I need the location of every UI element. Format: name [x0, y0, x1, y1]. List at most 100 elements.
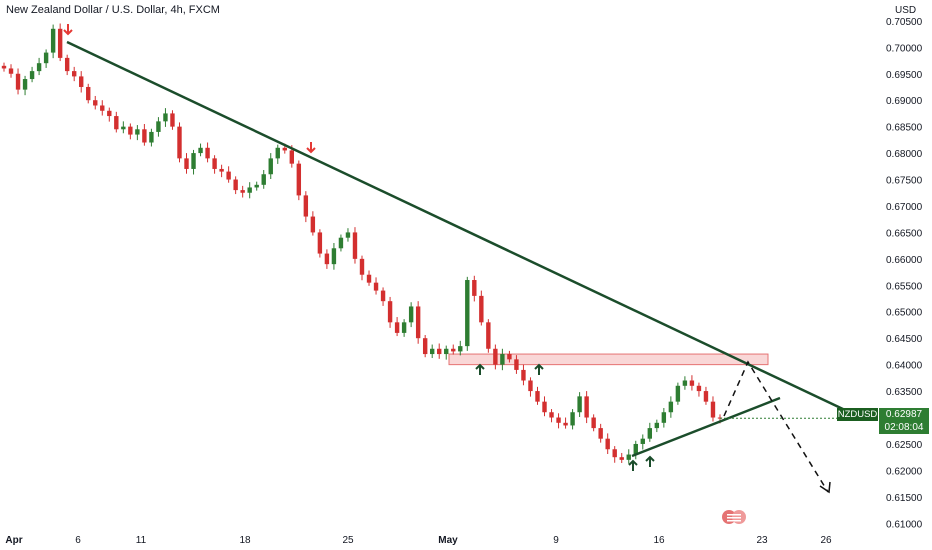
y-tick-label: 0.65500: [886, 281, 923, 292]
candle-body: [1, 65, 7, 69]
candle-body: [135, 129, 140, 135]
candle-body: [598, 428, 603, 439]
candle-body: [324, 253, 330, 265]
candle-body: [212, 158, 217, 169]
candle-body: [50, 28, 56, 53]
y-tick-label: 0.65000: [886, 308, 923, 319]
candle-body: [268, 158, 273, 175]
y-tick-label: 0.66000: [886, 255, 923, 266]
candle-body: [479, 295, 484, 323]
x-tick-label: 18: [239, 535, 251, 546]
candle-body: [142, 129, 147, 143]
candle-body: [633, 443, 638, 455]
candle-body: [401, 322, 407, 333]
currency-label[interactable]: USD: [895, 5, 917, 16]
candle-body: [584, 396, 589, 418]
resistance-zone: [448, 353, 769, 366]
candle-body: [233, 179, 238, 191]
y-tick-label: 0.67500: [886, 176, 923, 187]
price-tag: 0.62987 02:08:04: [879, 408, 929, 434]
candle-body: [352, 232, 358, 259]
candle-body: [563, 422, 568, 426]
candle-body: [240, 190, 245, 193]
candle-body: [317, 232, 323, 254]
y-tick-label: 0.66500: [886, 228, 923, 239]
y-tick-label: 0.69000: [886, 96, 923, 107]
x-tick-label: 23: [756, 535, 768, 546]
candle-body: [647, 428, 653, 439]
x-tick-label: Apr: [5, 535, 22, 546]
candle-body: [29, 71, 35, 80]
candle-body: [107, 110, 112, 117]
candle-body: [451, 348, 456, 352]
up-arrow-icon: [534, 363, 544, 375]
candle-body: [86, 86, 91, 101]
candle-body: [163, 113, 168, 122]
x-tick-label: 26: [820, 535, 832, 546]
candle-body: [366, 274, 372, 283]
down-arrow-icon: [306, 142, 316, 154]
candle-body: [121, 126, 126, 130]
y-tick-label: 0.61500: [886, 493, 923, 504]
y-tick-label: 0.68500: [886, 123, 923, 134]
candle-body: [310, 216, 316, 233]
x-tick-label: 25: [342, 535, 354, 546]
candle-body: [282, 147, 287, 151]
candle-body: [444, 348, 449, 355]
y-tick-label: 0.62000: [886, 466, 923, 477]
candle-body: [429, 348, 435, 355]
candle-body: [486, 322, 491, 349]
candle-body: [556, 417, 561, 423]
candle-body: [612, 449, 617, 458]
candle-body: [114, 116, 119, 130]
candle-body: [626, 454, 631, 460]
candle-body: [493, 348, 498, 365]
candle-body: [675, 385, 681, 402]
candle-body: [338, 237, 344, 249]
candle-body: [64, 57, 70, 72]
candle-body: [514, 359, 519, 370]
y-tick-label: 0.63500: [886, 387, 923, 398]
y-tick-label: 0.64000: [886, 361, 923, 372]
y-tick-label: 0.69500: [886, 70, 923, 81]
candle-body: [128, 126, 133, 135]
candle-body: [57, 28, 63, 58]
candle-body: [458, 346, 463, 352]
x-tick-label: May: [438, 535, 458, 546]
candle-body: [22, 79, 28, 90]
candle-body: [422, 338, 428, 355]
candle-body: [661, 412, 667, 423]
candle-body: [303, 195, 309, 217]
y-tick-label: 0.62500: [886, 440, 923, 451]
candle-body: [254, 184, 259, 188]
candle-body: [156, 121, 161, 132]
candle-body: [380, 290, 386, 302]
support-line: [631, 396, 781, 458]
candle-body: [247, 187, 252, 193]
y-tick-label: 0.67000: [886, 202, 923, 213]
candle-body: [387, 301, 393, 323]
candle-body: [542, 401, 547, 413]
projection-arrowhead: [819, 481, 831, 494]
candle-body: [149, 131, 154, 143]
candle-body: [345, 232, 351, 238]
candle-body: [191, 153, 196, 169]
candle-body: [696, 385, 702, 392]
candle-body: [36, 63, 42, 72]
candle-body: [640, 438, 645, 444]
candle-body: [437, 348, 442, 355]
tradingview-logo-icon[interactable]: [721, 509, 747, 525]
candle-body: [226, 171, 231, 180]
chart-title: New Zealand Dollar / U.S. Dollar, 4h, FX…: [6, 4, 220, 16]
candle-body: [15, 73, 21, 90]
candle-body: [8, 68, 14, 74]
candle-body: [205, 147, 210, 159]
candle-body: [43, 52, 49, 64]
down-arrow-icon: [63, 24, 73, 36]
candle-body: [465, 280, 470, 347]
x-tick-label: 9: [553, 535, 559, 546]
candle-body: [549, 412, 554, 418]
candle-body: [619, 457, 624, 460]
candle-body: [408, 306, 414, 323]
